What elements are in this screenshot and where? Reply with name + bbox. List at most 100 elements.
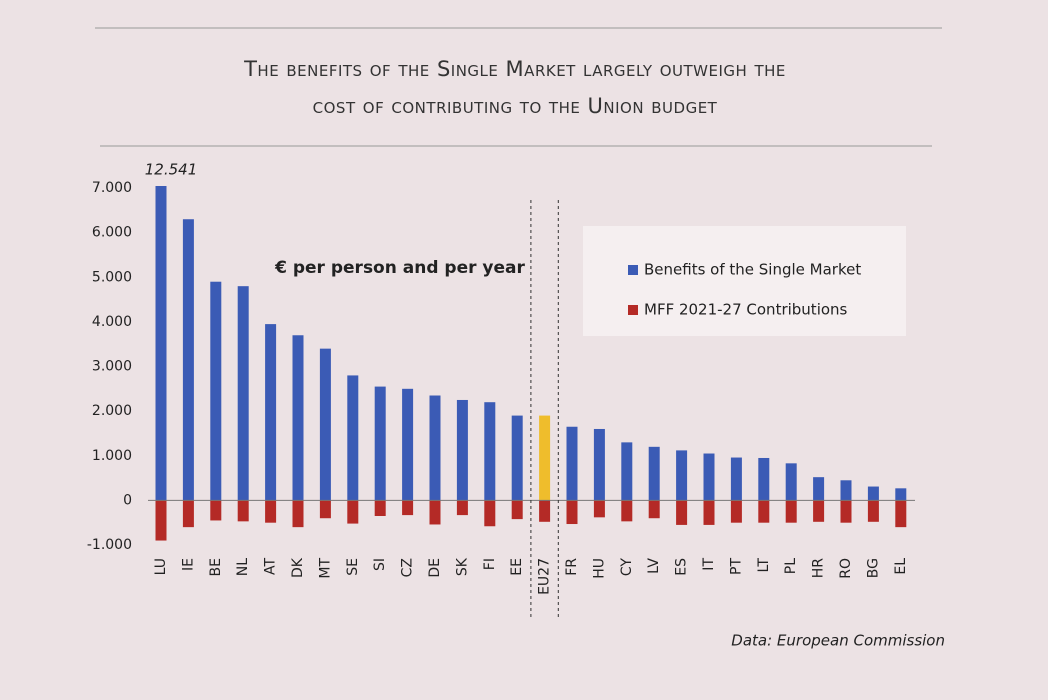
bar xyxy=(155,186,167,501)
bar xyxy=(676,500,688,525)
bar xyxy=(484,500,496,527)
bar xyxy=(347,500,359,524)
y-tick-label: 1.000 xyxy=(92,448,132,464)
bar xyxy=(758,500,770,523)
x-tick-label: CY xyxy=(619,558,635,577)
bar xyxy=(374,500,386,516)
chart-title: The benefits of the Single Market largel… xyxy=(243,57,786,81)
bar xyxy=(703,453,715,501)
x-tick-label: IT xyxy=(701,558,717,571)
bar xyxy=(593,428,605,501)
bar xyxy=(593,500,605,518)
x-tick-label: IE xyxy=(180,558,196,571)
bar xyxy=(895,488,907,501)
bar xyxy=(840,500,852,523)
bar xyxy=(456,500,468,516)
bar xyxy=(730,457,742,501)
x-tick-label: EL xyxy=(893,558,909,575)
y-tick-label: 7.000 xyxy=(92,180,132,196)
bar xyxy=(867,486,879,501)
bar xyxy=(155,500,167,541)
legend-label: Benefits of the Single Market xyxy=(644,261,861,279)
bar xyxy=(785,463,797,501)
bar xyxy=(813,477,825,501)
bar xyxy=(813,500,825,522)
bar xyxy=(210,500,222,521)
bar xyxy=(867,500,879,522)
bar xyxy=(182,500,194,528)
x-tick-label: MT xyxy=(317,558,333,579)
x-tick-label: PT xyxy=(728,558,744,575)
y-tick-label: 2.000 xyxy=(92,403,132,419)
source: Data: European Commission xyxy=(731,632,945,650)
bar xyxy=(785,500,797,523)
legend-swatch xyxy=(628,305,638,315)
bar xyxy=(511,500,523,520)
x-tick-label: ES xyxy=(674,558,690,576)
x-tick-label: LT xyxy=(756,558,772,573)
y-tick-label: 5.000 xyxy=(92,269,132,285)
bar xyxy=(539,500,551,522)
y-tick-label: 0 xyxy=(123,492,132,508)
bar xyxy=(566,500,578,525)
x-tick-label: AT xyxy=(263,558,279,575)
bar xyxy=(484,402,496,501)
x-tick-label: BG xyxy=(865,558,881,578)
y-tick-label: 3.000 xyxy=(92,359,132,375)
annotation: € per person and per year xyxy=(274,258,525,278)
bar xyxy=(429,500,441,525)
x-tick-label: SI xyxy=(372,558,388,571)
x-tick-label: NL xyxy=(235,558,251,576)
bar xyxy=(511,415,523,501)
x-tick-label: PL xyxy=(783,558,799,574)
bar xyxy=(840,480,852,501)
x-tick-label: LV xyxy=(646,558,662,574)
bar xyxy=(292,500,304,528)
bar xyxy=(648,500,660,519)
x-tick-label: EE xyxy=(509,558,525,576)
bar xyxy=(402,388,414,501)
y-tick-label: 4.000 xyxy=(92,314,132,330)
bar xyxy=(676,450,688,501)
bar xyxy=(347,375,359,501)
x-tick-label: RO xyxy=(838,558,854,579)
x-tick-label: EU27 xyxy=(537,558,553,595)
bar xyxy=(456,399,468,501)
x-tick-label: DK xyxy=(290,557,306,578)
bar xyxy=(182,219,194,501)
y-tick-label: 6.000 xyxy=(92,225,132,241)
x-tick-label: HR xyxy=(811,558,827,579)
bar xyxy=(621,442,633,501)
bar xyxy=(539,415,551,501)
bar xyxy=(621,500,633,522)
x-tick-label: CZ xyxy=(400,558,416,577)
bar xyxy=(402,500,414,516)
bar xyxy=(703,500,715,525)
chart-title: cost of contributing to the Union budget xyxy=(313,94,718,118)
x-tick-label: FR xyxy=(564,558,580,576)
legend-label: MFF 2021-27 Contributions xyxy=(644,301,848,319)
x-tick-label: LU xyxy=(153,558,169,575)
bar xyxy=(237,500,249,522)
bar xyxy=(566,426,578,501)
bar xyxy=(648,446,660,501)
data-label: 12.541 xyxy=(145,161,198,179)
legend-box xyxy=(583,226,906,336)
x-tick-label: SE xyxy=(345,558,361,576)
bar xyxy=(237,286,249,501)
bar xyxy=(265,500,277,523)
bar xyxy=(292,335,304,501)
x-tick-label: HU xyxy=(591,558,607,579)
bar xyxy=(758,457,770,501)
bar xyxy=(210,281,222,501)
x-tick-label: DE xyxy=(427,558,443,578)
y-tick-label: -1.000 xyxy=(87,537,132,553)
bar xyxy=(265,324,277,501)
x-tick-label: SK xyxy=(454,557,470,576)
plot-area xyxy=(155,186,907,541)
bar xyxy=(895,500,907,528)
bar xyxy=(319,500,331,519)
bar xyxy=(319,348,331,501)
legend-swatch xyxy=(628,265,638,275)
